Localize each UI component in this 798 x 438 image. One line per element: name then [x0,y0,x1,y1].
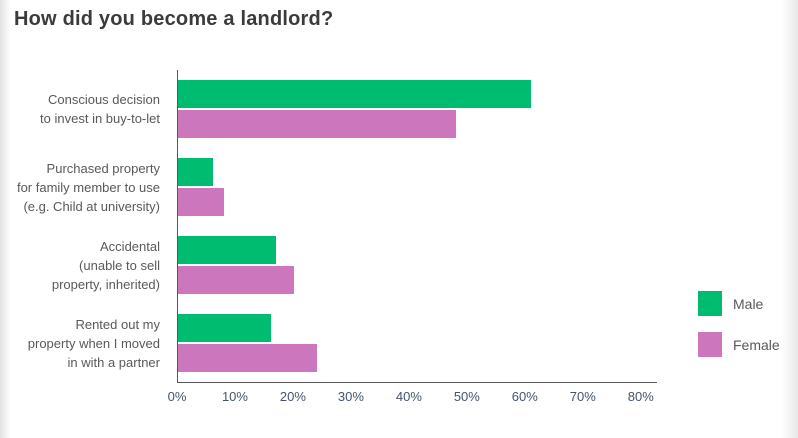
bar-female-3 [178,344,317,372]
plot-area [177,70,657,383]
category-label-line: Rented out my [75,317,160,333]
category-label-line: (unable to sell [79,258,160,274]
category-label-line: property, inherited) [51,277,160,293]
bar-male-3 [178,314,271,342]
x-tick-label: 30% [337,389,364,404]
category-label: Conscious decision to invest in buy-to-le… [0,70,169,148]
legend-label: Male [733,295,764,312]
bar-male-0 [178,80,531,108]
legend-swatch-female [698,332,722,357]
legend-label: Female [733,336,780,353]
category-label: Purchased property for family member to u… [0,148,169,226]
x-tick-label: 20% [279,389,306,404]
category-label: Rented out my property when I moved in wit… [0,305,169,383]
x-tick-label: 10% [221,389,248,404]
bar-male-1 [178,158,213,186]
category-label-line: in with a partner [67,355,161,371]
category-labels: Conscious decision to invest in buy-to-le… [0,70,169,383]
bar-rows [178,70,657,382]
category-label-line: (e.g. Child at university) [23,198,160,214]
bar-female-1 [178,188,225,216]
chart-title: How did you become a landlord? [14,8,334,30]
x-tick-label: 0% [167,389,187,404]
category-label-line: Conscious decision [47,92,160,108]
bar-group [178,70,657,148]
bar-female-2 [178,266,294,294]
legend-item-female: Female [698,332,780,357]
x-tick-label: 40% [395,389,422,404]
right-edge-shade [781,0,798,438]
bar-group [178,304,657,382]
x-axis-ticks: 0% 10% 20% 30% 40% 50% 60% 70% 80% [168,389,657,407]
x-tick-label: 70% [569,389,596,404]
legend-swatch-male [698,291,722,316]
bar-male-2 [178,236,277,264]
x-tick-label: 80% [627,389,654,404]
category-label-line: to invest in buy-to-let [40,111,160,127]
category-label-line: Accidental [100,239,160,255]
legend: Male Female [698,291,780,357]
legend-item-male: Male [698,291,780,316]
category-label-line: Purchased property [46,160,160,176]
category-label-line: for family member to use [16,179,160,195]
bar-group [178,226,657,304]
x-tick-label: 50% [453,389,480,404]
x-tick-label: 60% [511,389,538,404]
category-label: Accidental (unable to sell property, inher… [0,227,169,305]
bar-group [178,148,657,226]
bar-female-0 [178,110,456,138]
category-label-line: property when I moved [27,336,160,352]
